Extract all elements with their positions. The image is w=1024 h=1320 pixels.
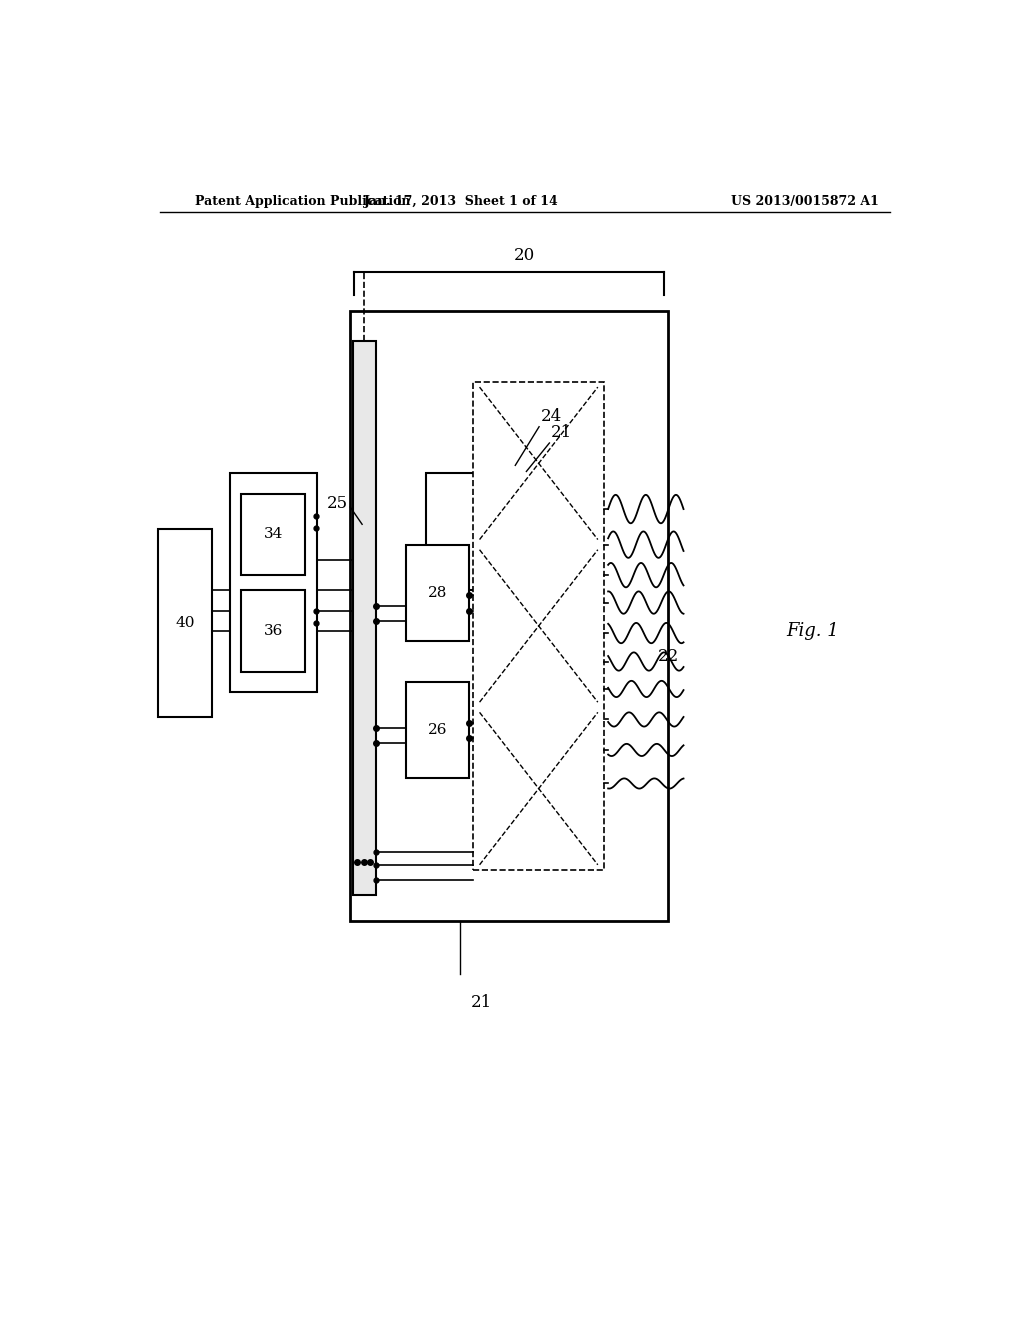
Text: 28: 28 <box>428 586 447 599</box>
Text: Patent Application Publication: Patent Application Publication <box>196 194 411 207</box>
Text: 24: 24 <box>541 408 562 425</box>
Text: 25: 25 <box>327 495 348 512</box>
FancyBboxPatch shape <box>406 545 469 642</box>
Text: 40: 40 <box>175 616 195 631</box>
Text: US 2013/0015872 A1: US 2013/0015872 A1 <box>731 194 879 207</box>
Text: 22: 22 <box>658 648 679 665</box>
FancyBboxPatch shape <box>242 494 305 576</box>
FancyBboxPatch shape <box>426 474 572 590</box>
Text: 26: 26 <box>428 723 447 737</box>
Text: 34: 34 <box>263 528 283 541</box>
FancyBboxPatch shape <box>350 312 668 921</box>
Text: 36: 36 <box>263 624 283 638</box>
FancyBboxPatch shape <box>229 474 316 692</box>
FancyBboxPatch shape <box>242 590 305 672</box>
FancyBboxPatch shape <box>473 381 604 870</box>
Text: 20: 20 <box>514 247 536 264</box>
FancyBboxPatch shape <box>406 682 469 779</box>
FancyBboxPatch shape <box>352 342 377 895</box>
Text: Jan. 17, 2013  Sheet 1 of 14: Jan. 17, 2013 Sheet 1 of 14 <box>364 194 559 207</box>
FancyBboxPatch shape <box>158 529 212 718</box>
Text: 21: 21 <box>551 424 572 441</box>
Text: Fig. 1: Fig. 1 <box>786 622 840 640</box>
Text: 21: 21 <box>470 994 492 1011</box>
